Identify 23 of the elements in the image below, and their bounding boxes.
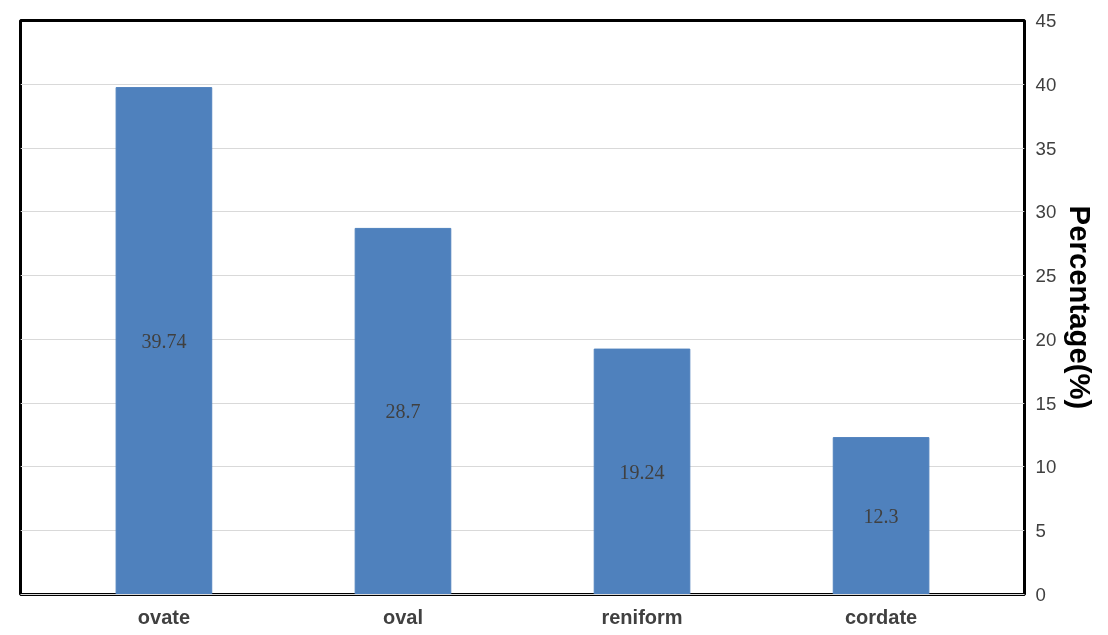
x-tick-label: oval <box>382 605 423 628</box>
x-tick-label: reniform <box>601 605 683 628</box>
y-tick-label: 30 <box>1035 201 1057 223</box>
y-tick-label: 40 <box>1035 73 1057 95</box>
data-label: 12.3 <box>863 505 899 528</box>
data-label: 39.74 <box>141 330 187 353</box>
y-tick-label: 25 <box>1035 265 1057 287</box>
y-tick-label: 15 <box>1035 392 1057 414</box>
data-label: 19.24 <box>619 460 665 483</box>
y-tick-label: 5 <box>1035 520 1046 542</box>
y-tick-label: 20 <box>1035 328 1057 350</box>
x-tick-label: ovate <box>137 605 191 628</box>
bar <box>832 437 930 595</box>
y-tick-label: 10 <box>1035 456 1057 478</box>
y-tick-label: 45 <box>1035 10 1057 31</box>
data-label: 28.7 <box>385 400 421 423</box>
y-tick-label: 35 <box>1035 137 1057 159</box>
y-tick-label: 0 <box>1035 584 1046 605</box>
bar <box>593 348 691 595</box>
x-tick-label: cordate <box>844 605 918 628</box>
bar <box>354 227 452 595</box>
bar <box>115 87 213 595</box>
y-axis-title: Percentage(%) <box>1064 205 1098 410</box>
